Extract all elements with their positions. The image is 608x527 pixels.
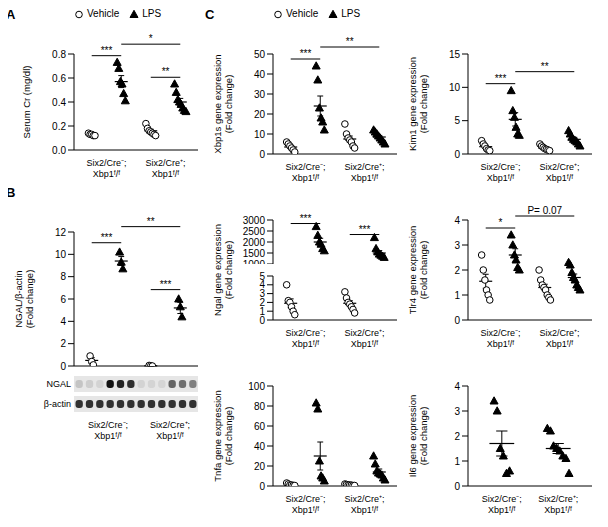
svg-text:2: 2 (60, 338, 66, 349)
svg-text:Six2/Cre⁻;Xbp1ᶠ/ᶠ: Six2/Cre⁻;Xbp1ᶠ/ᶠ (88, 420, 128, 441)
svg-text:100: 100 (248, 381, 265, 392)
svg-text:1: 1 (454, 290, 460, 301)
svg-text:P= 0.07: P= 0.07 (527, 205, 562, 216)
svg-text:Six2/Cre⁻;Xbp1ᶠ/ᶠ: Six2/Cre⁻;Xbp1ᶠ/ᶠ (285, 328, 325, 349)
svg-text:0: 0 (259, 314, 265, 326)
svg-text:NGAL: NGAL (46, 379, 71, 389)
svg-text:15: 15 (449, 49, 461, 60)
svg-text:6: 6 (60, 294, 66, 305)
svg-text:0.0: 0.0 (52, 145, 66, 156)
svg-text:Six2/Cre⁻;Xbp1ᶠ/ᶠ: Six2/Cre⁻;Xbp1ᶠ/ᶠ (86, 158, 126, 179)
svg-text:Six2/Cre⁺;Xbp1ᶠ/ᶠ: Six2/Cre⁺;Xbp1ᶠ/ᶠ (540, 162, 580, 183)
svg-text:10: 10 (449, 82, 461, 93)
svg-text:1: 1 (259, 305, 265, 317)
svg-text:1500: 1500 (243, 248, 266, 259)
svg-text:Six2/Cre⁻;Xbp1ᶠ/ᶠ: Six2/Cre⁻;Xbp1ᶠ/ᶠ (480, 328, 520, 349)
svg-text:Ngal gene expression(Fold chan: Ngal gene expression(Fold change) (213, 224, 234, 316)
svg-text:**: ** (346, 36, 354, 47)
svg-text:Six2/Cre⁺;Xbp1ᶠ/ᶠ: Six2/Cre⁺;Xbp1ᶠ/ᶠ (150, 420, 190, 441)
svg-text:**: ** (162, 66, 170, 77)
svg-text:***: *** (359, 224, 371, 235)
svg-text:***: *** (495, 73, 507, 84)
svg-text:Six2/Cre⁻;Xbp1ᶠ/ᶠ: Six2/Cre⁻;Xbp1ᶠ/ᶠ (482, 494, 522, 515)
svg-text:20: 20 (254, 461, 266, 472)
svg-text:**: ** (541, 61, 549, 72)
svg-text:*: * (499, 217, 503, 228)
svg-text:Six2/Cre⁺;Xbp1ᶠ/ᶠ: Six2/Cre⁺;Xbp1ᶠ/ᶠ (345, 162, 385, 183)
svg-text:NGAL/β-actin(Fold change): NGAL/β-actin(Fold change) (14, 270, 35, 329)
svg-text:3: 3 (454, 406, 460, 417)
svg-text:Six2/Cre⁻;Xbp1ᶠ/ᶠ: Six2/Cre⁻;Xbp1ᶠ/ᶠ (285, 162, 325, 183)
svg-text:***: *** (101, 45, 113, 56)
svg-text:3: 3 (454, 240, 460, 251)
html-text:Vehicle: Vehicle (286, 8, 319, 19)
svg-text:***: *** (160, 279, 172, 290)
svg-text:8: 8 (60, 271, 66, 282)
svg-text:Tnfa gene expression(Fold chan: Tnfa gene expression(Fold change) (213, 390, 234, 481)
svg-text:0.8: 0.8 (52, 49, 66, 60)
svg-text:***: *** (300, 213, 312, 224)
html-text:A: A (6, 7, 16, 22)
svg-text:Serum Cr (mg/dl): Serum Cr (mg/dl) (21, 66, 32, 139)
html-text:LPS: LPS (341, 8, 361, 19)
svg-text:***: *** (300, 48, 312, 59)
svg-text:Xbp1s gene expression(Fold cha: Xbp1s gene expression(Fold change) (213, 54, 234, 153)
svg-text:Tlr4 gene expression(Fold chan: Tlr4 gene expression(Fold change) (408, 226, 429, 315)
svg-text:Six2/Cre⁺;Xbp1ᶠ/ᶠ: Six2/Cre⁺;Xbp1ᶠ/ᶠ (540, 328, 580, 349)
svg-text:10: 10 (254, 129, 266, 140)
svg-text:4: 4 (454, 381, 460, 392)
svg-text:20: 20 (254, 109, 266, 120)
svg-text:0: 0 (259, 149, 265, 160)
svg-text:1000: 1000 (243, 259, 266, 264)
svg-text:Six2/Cre⁺;Xbp1ᶠ/ᶠ: Six2/Cre⁺;Xbp1ᶠ/ᶠ (146, 158, 186, 179)
svg-text:0: 0 (259, 481, 265, 492)
svg-text:*: * (149, 33, 153, 44)
svg-text:Kim1 gene expression(Fold chan: Kim1 gene expression(Fold change) (408, 57, 429, 151)
svg-text:0: 0 (454, 481, 460, 492)
svg-text:Il6 gene expression(Fold chang: Il6 gene expression(Fold change) (408, 395, 429, 477)
svg-text:5: 5 (259, 272, 265, 282)
svg-text:60: 60 (254, 421, 266, 432)
html-text:LPS: LPS (142, 8, 162, 19)
svg-text:Six2/Cre⁺;Xbp1ᶠ/ᶠ: Six2/Cre⁺;Xbp1ᶠ/ᶠ (538, 494, 578, 515)
svg-text:0: 0 (60, 361, 66, 370)
svg-text:80: 80 (254, 401, 266, 412)
svg-text:β-actin: β-actin (44, 399, 71, 409)
svg-text:40: 40 (254, 441, 266, 452)
svg-text:10: 10 (55, 249, 67, 260)
svg-text:3000: 3000 (243, 215, 266, 226)
svg-text:5: 5 (454, 115, 460, 126)
svg-text:2: 2 (454, 265, 460, 276)
html-text:C: C (205, 7, 215, 22)
svg-text:1: 1 (454, 456, 460, 467)
html-text:B: B (6, 185, 16, 200)
svg-text:40: 40 (254, 69, 266, 80)
svg-text:12: 12 (55, 227, 67, 238)
svg-text:2500: 2500 (243, 226, 266, 237)
svg-text:**: ** (147, 216, 155, 227)
svg-text:0.4: 0.4 (52, 97, 66, 108)
svg-text:50: 50 (254, 49, 266, 60)
svg-text:2000: 2000 (243, 237, 266, 248)
svg-text:0: 0 (454, 149, 460, 160)
svg-text:***: *** (101, 232, 113, 243)
svg-text:0.6: 0.6 (52, 73, 66, 84)
svg-text:3: 3 (259, 288, 265, 300)
svg-text:Six2/Cre⁻;Xbp1ᶠ/ᶠ: Six2/Cre⁻;Xbp1ᶠ/ᶠ (285, 494, 325, 515)
html-text:Vehicle: Vehicle (87, 8, 120, 19)
svg-text:30: 30 (254, 89, 266, 100)
svg-text:Six2/Cre⁺;Xbp1ᶠ/ᶠ: Six2/Cre⁺;Xbp1ᶠ/ᶠ (345, 494, 385, 515)
svg-text:4: 4 (454, 215, 460, 226)
svg-text:4: 4 (60, 316, 66, 327)
svg-text:0: 0 (454, 315, 460, 326)
svg-text:2: 2 (454, 431, 460, 442)
svg-text:Six2/Cre⁻;Xbp1ᶠ/ᶠ: Six2/Cre⁻;Xbp1ᶠ/ᶠ (480, 162, 520, 183)
svg-text:Six2/Cre⁺;Xbp1ᶠ/ᶠ: Six2/Cre⁺;Xbp1ᶠ/ᶠ (345, 328, 385, 349)
svg-text:0.2: 0.2 (52, 121, 66, 132)
svg-text:2: 2 (259, 297, 265, 308)
svg-text:4: 4 (259, 279, 265, 291)
